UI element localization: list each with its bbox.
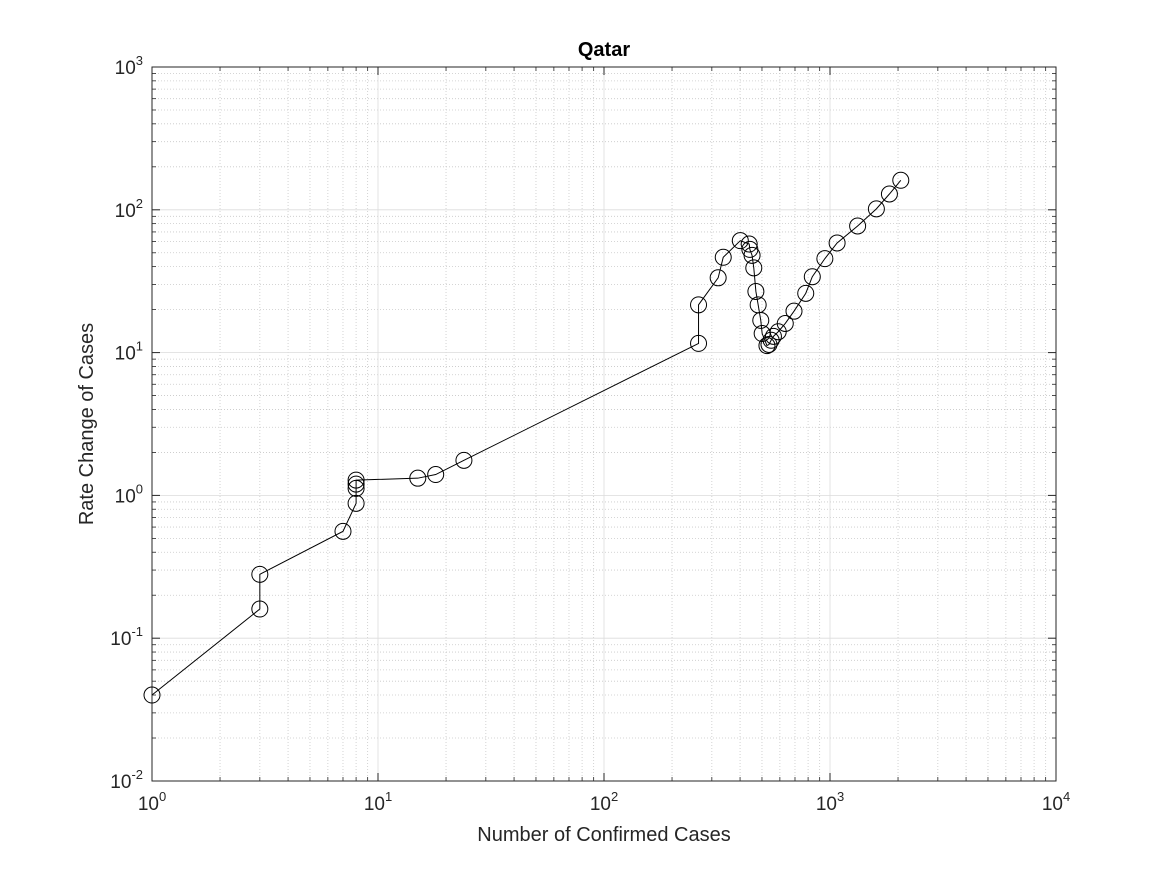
- y-tick-exponent: -2: [131, 767, 143, 782]
- data-point: [251, 565, 269, 583]
- data-point: [764, 327, 782, 345]
- y-tick-exponent: 1: [136, 339, 143, 354]
- x-tick-base: 10: [364, 794, 385, 815]
- data-point: [143, 686, 161, 704]
- data-point: [776, 314, 794, 332]
- data-point: [427, 466, 445, 484]
- data-point: [785, 302, 803, 320]
- data-point: [347, 479, 365, 497]
- data-point: [347, 494, 365, 512]
- x-tick-label: 100: [138, 789, 166, 815]
- data-point: [849, 217, 867, 235]
- x-tick-exponent: 0: [159, 789, 166, 804]
- y-tick-exponent: -1: [131, 624, 143, 639]
- y-tick-label: 101: [115, 339, 143, 365]
- x-tick-label: 101: [364, 789, 392, 815]
- y-tick-exponent: 0: [136, 481, 143, 496]
- data-point: [731, 232, 749, 250]
- data-point: [892, 171, 910, 189]
- minor-grid: [152, 67, 1056, 781]
- y-tick-base: 10: [115, 58, 136, 79]
- y-tick-base: 10: [115, 201, 136, 222]
- data-point: [867, 200, 885, 218]
- data-point: [747, 282, 765, 300]
- data-point: [690, 296, 708, 314]
- x-tick-label: 103: [816, 789, 844, 815]
- data-point: [828, 234, 846, 252]
- data-point: [816, 250, 834, 268]
- data-point: [334, 522, 352, 540]
- x-tick-base: 10: [138, 794, 159, 815]
- x-tick-exponent: 4: [1063, 789, 1070, 804]
- data-point: [803, 268, 821, 286]
- y-tick-base: 10: [115, 486, 136, 507]
- series-layer: [143, 171, 910, 704]
- y-tick-label: 10-1: [110, 624, 143, 650]
- data-point: [880, 185, 898, 203]
- data-point: [409, 469, 427, 487]
- data-point: [709, 269, 727, 287]
- y-tick-base: 10: [110, 772, 131, 793]
- data-point: [714, 248, 732, 266]
- y-tick-exponent: 2: [136, 196, 143, 211]
- major-grid: [151, 66, 1057, 782]
- x-tick-exponent: 3: [837, 789, 844, 804]
- y-axis-label: Rate Change of Cases: [76, 323, 98, 525]
- chart-title: Qatar: [578, 39, 630, 61]
- data-point: [797, 284, 815, 302]
- x-tick-label: 102: [590, 789, 618, 815]
- data-point: [745, 259, 763, 277]
- x-tick-exponent: 2: [611, 789, 618, 804]
- data-point: [347, 471, 365, 489]
- data-point: [743, 246, 761, 264]
- data-point: [251, 600, 269, 618]
- data-point: [455, 451, 473, 469]
- y-tick-label: 102: [115, 196, 143, 222]
- y-tick-label: 100: [115, 481, 143, 507]
- data-point: [760, 335, 778, 353]
- y-tick-label: 10-2: [110, 767, 143, 793]
- data-point: [752, 311, 770, 329]
- x-axis-tick-labels: 100 101 102 103 104: [138, 789, 1070, 815]
- x-tick-base: 10: [1042, 794, 1063, 815]
- y-tick-base: 10: [115, 344, 136, 365]
- axis-ticks: [151, 66, 1057, 782]
- x-tick-label: 104: [1042, 789, 1070, 815]
- x-axis-label: Number of Confirmed Cases: [477, 824, 730, 846]
- x-tick-exponent: 1: [385, 789, 392, 804]
- data-point: [347, 475, 365, 493]
- data-point: [690, 334, 708, 352]
- y-tick-base: 10: [110, 629, 131, 650]
- data-point: [762, 331, 780, 349]
- x-tick-base: 10: [816, 794, 837, 815]
- y-tick-exponent: 3: [136, 53, 143, 68]
- data-point: [758, 337, 776, 355]
- series-line: [151, 179, 902, 696]
- y-tick-label: 103: [115, 53, 143, 79]
- x-tick-base: 10: [590, 794, 611, 815]
- data-point: [740, 235, 758, 253]
